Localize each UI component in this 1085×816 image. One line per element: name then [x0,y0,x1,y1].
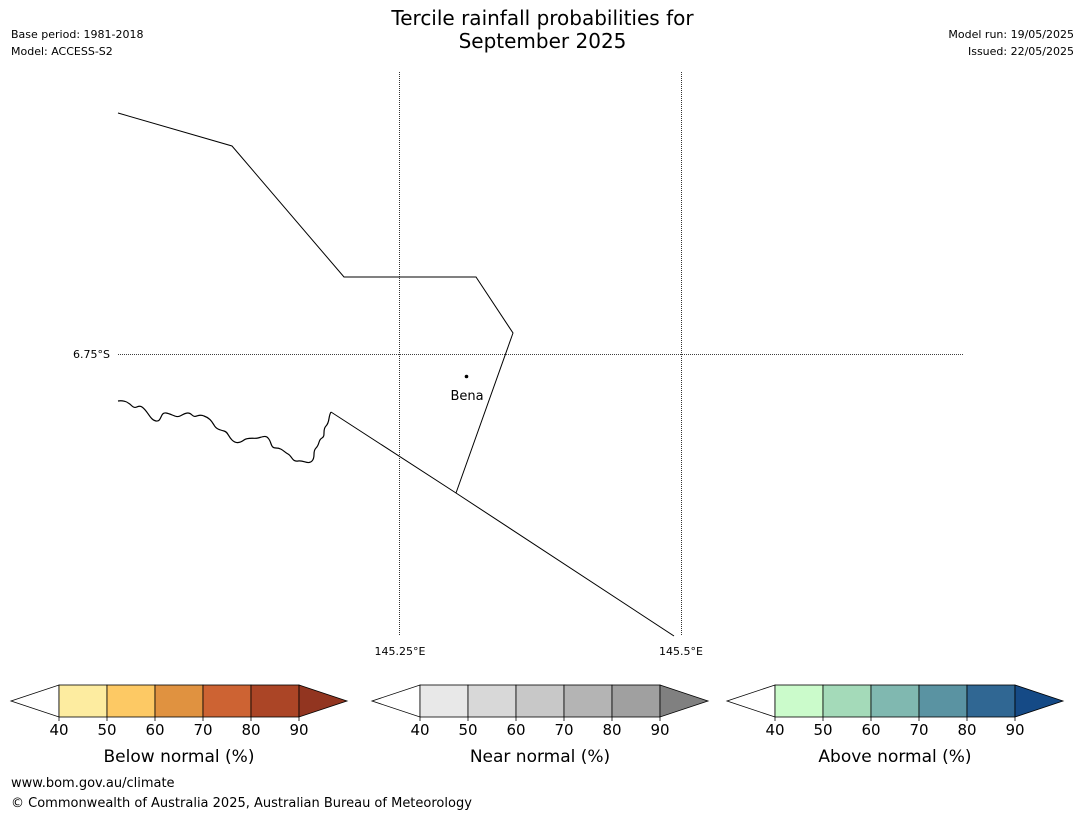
colorbar-tick-label: 70 [554,721,573,739]
model-run-date: Model run: 19/05/2025 [948,28,1074,41]
colorbar-segment [966,684,1016,718]
lon-label-0: 145.25°E [375,645,426,658]
colorbar-near-normal: 40 50 60 70 80 90 Near normal (%) [370,684,710,767]
model-name: Model: ACCESS-S2 [11,45,113,58]
footer-url: www.bom.gov.au/climate [11,776,175,791]
colorbar-tick-label: 40 [410,721,429,739]
colorbar-title: Near normal (%) [470,747,610,767]
footer: www.bom.gov.au/climate © Commonwealth of… [11,774,472,814]
colorbar-tick-label: 90 [650,721,669,739]
legend-area: 40 50 60 70 80 90 Below normal (%) 40 50 60 70 80 9… [9,684,1065,767]
colorbar-segment [419,684,469,718]
colorbar-segment [58,684,108,718]
colorbar-tick-label: 50 [458,721,477,739]
colorbar-extend-low [9,684,60,718]
colorbar-segment [774,684,824,718]
colorbar-tick-label: 40 [49,721,68,739]
colorbar-below-normal: 40 50 60 70 80 90 Below normal (%) [9,684,349,767]
colorbar-segment [154,684,204,718]
footer-copyright: © Commonwealth of Australia 2025, Austra… [11,796,472,811]
colorbar-above-normal: 40 50 60 70 80 90 Above normal (%) [725,684,1065,767]
map-title: Tercile rainfall probabilities for Septe… [0,7,1085,53]
province-boundary-north [117,112,514,494]
issued-date: Issued: 22/05/2025 [967,45,1074,58]
colorbar-extend-high [659,684,710,718]
map-title-line1: Tercile rainfall probabilities for [391,6,694,30]
colorbar-tick-label: 80 [241,721,260,739]
colorbar-segment [563,684,613,718]
colorbar-title: Above normal (%) [818,747,971,767]
meta-left: Base period: 1981-2018 Model: ACCESS-S2 [11,26,143,60]
colorbar-segment [250,684,300,718]
colorbar-segment [611,684,661,718]
colorbar-extend-high [1014,684,1065,718]
lat-label: 6.75°S [73,348,110,361]
base-period: Base period: 1981-2018 [11,28,144,41]
colorbar-tick-label: 80 [957,721,976,739]
province-boundary-south [330,411,675,637]
place-marker [464,374,469,379]
colorbar-tick-label: 90 [1005,721,1024,739]
colorbar-tick-label: 70 [909,721,928,739]
colorbar-segment [822,684,872,718]
colorbar-segment [918,684,968,718]
colorbar-segment [467,684,517,718]
map-canvas: Bena 6.75°S 145.25°E 145.5°E [73,72,963,658]
colorbar-tick-label: 40 [765,721,784,739]
colorbar-tick-label: 80 [602,721,621,739]
colorbar-tick-label: 50 [813,721,832,739]
colorbar-extend-low [725,684,776,718]
colorbar-tick-label: 60 [145,721,164,739]
colorbar-tick-label: 60 [861,721,880,739]
colorbar-segment [870,684,920,718]
lon-label-1: 145.5°E [659,645,703,658]
meta-right: Model run: 19/05/2025 Issued: 22/05/2025 [948,26,1074,60]
colorbar-segment [202,684,252,718]
colorbar-tick-label: 60 [506,721,525,739]
river-line [117,400,332,464]
colorbar-title: Below normal (%) [104,747,255,767]
colorbar-tick-label: 50 [97,721,116,739]
place-label: Bena [450,389,483,404]
colorbar-segment [106,684,156,718]
map-title-line2: September 2025 [458,29,627,53]
colorbar-segment [515,684,565,718]
colorbar-tick-label: 90 [289,721,308,739]
colorbar-extend-high [298,684,349,718]
colorbar-extend-low [370,684,421,718]
colorbar-tick-label: 70 [193,721,212,739]
